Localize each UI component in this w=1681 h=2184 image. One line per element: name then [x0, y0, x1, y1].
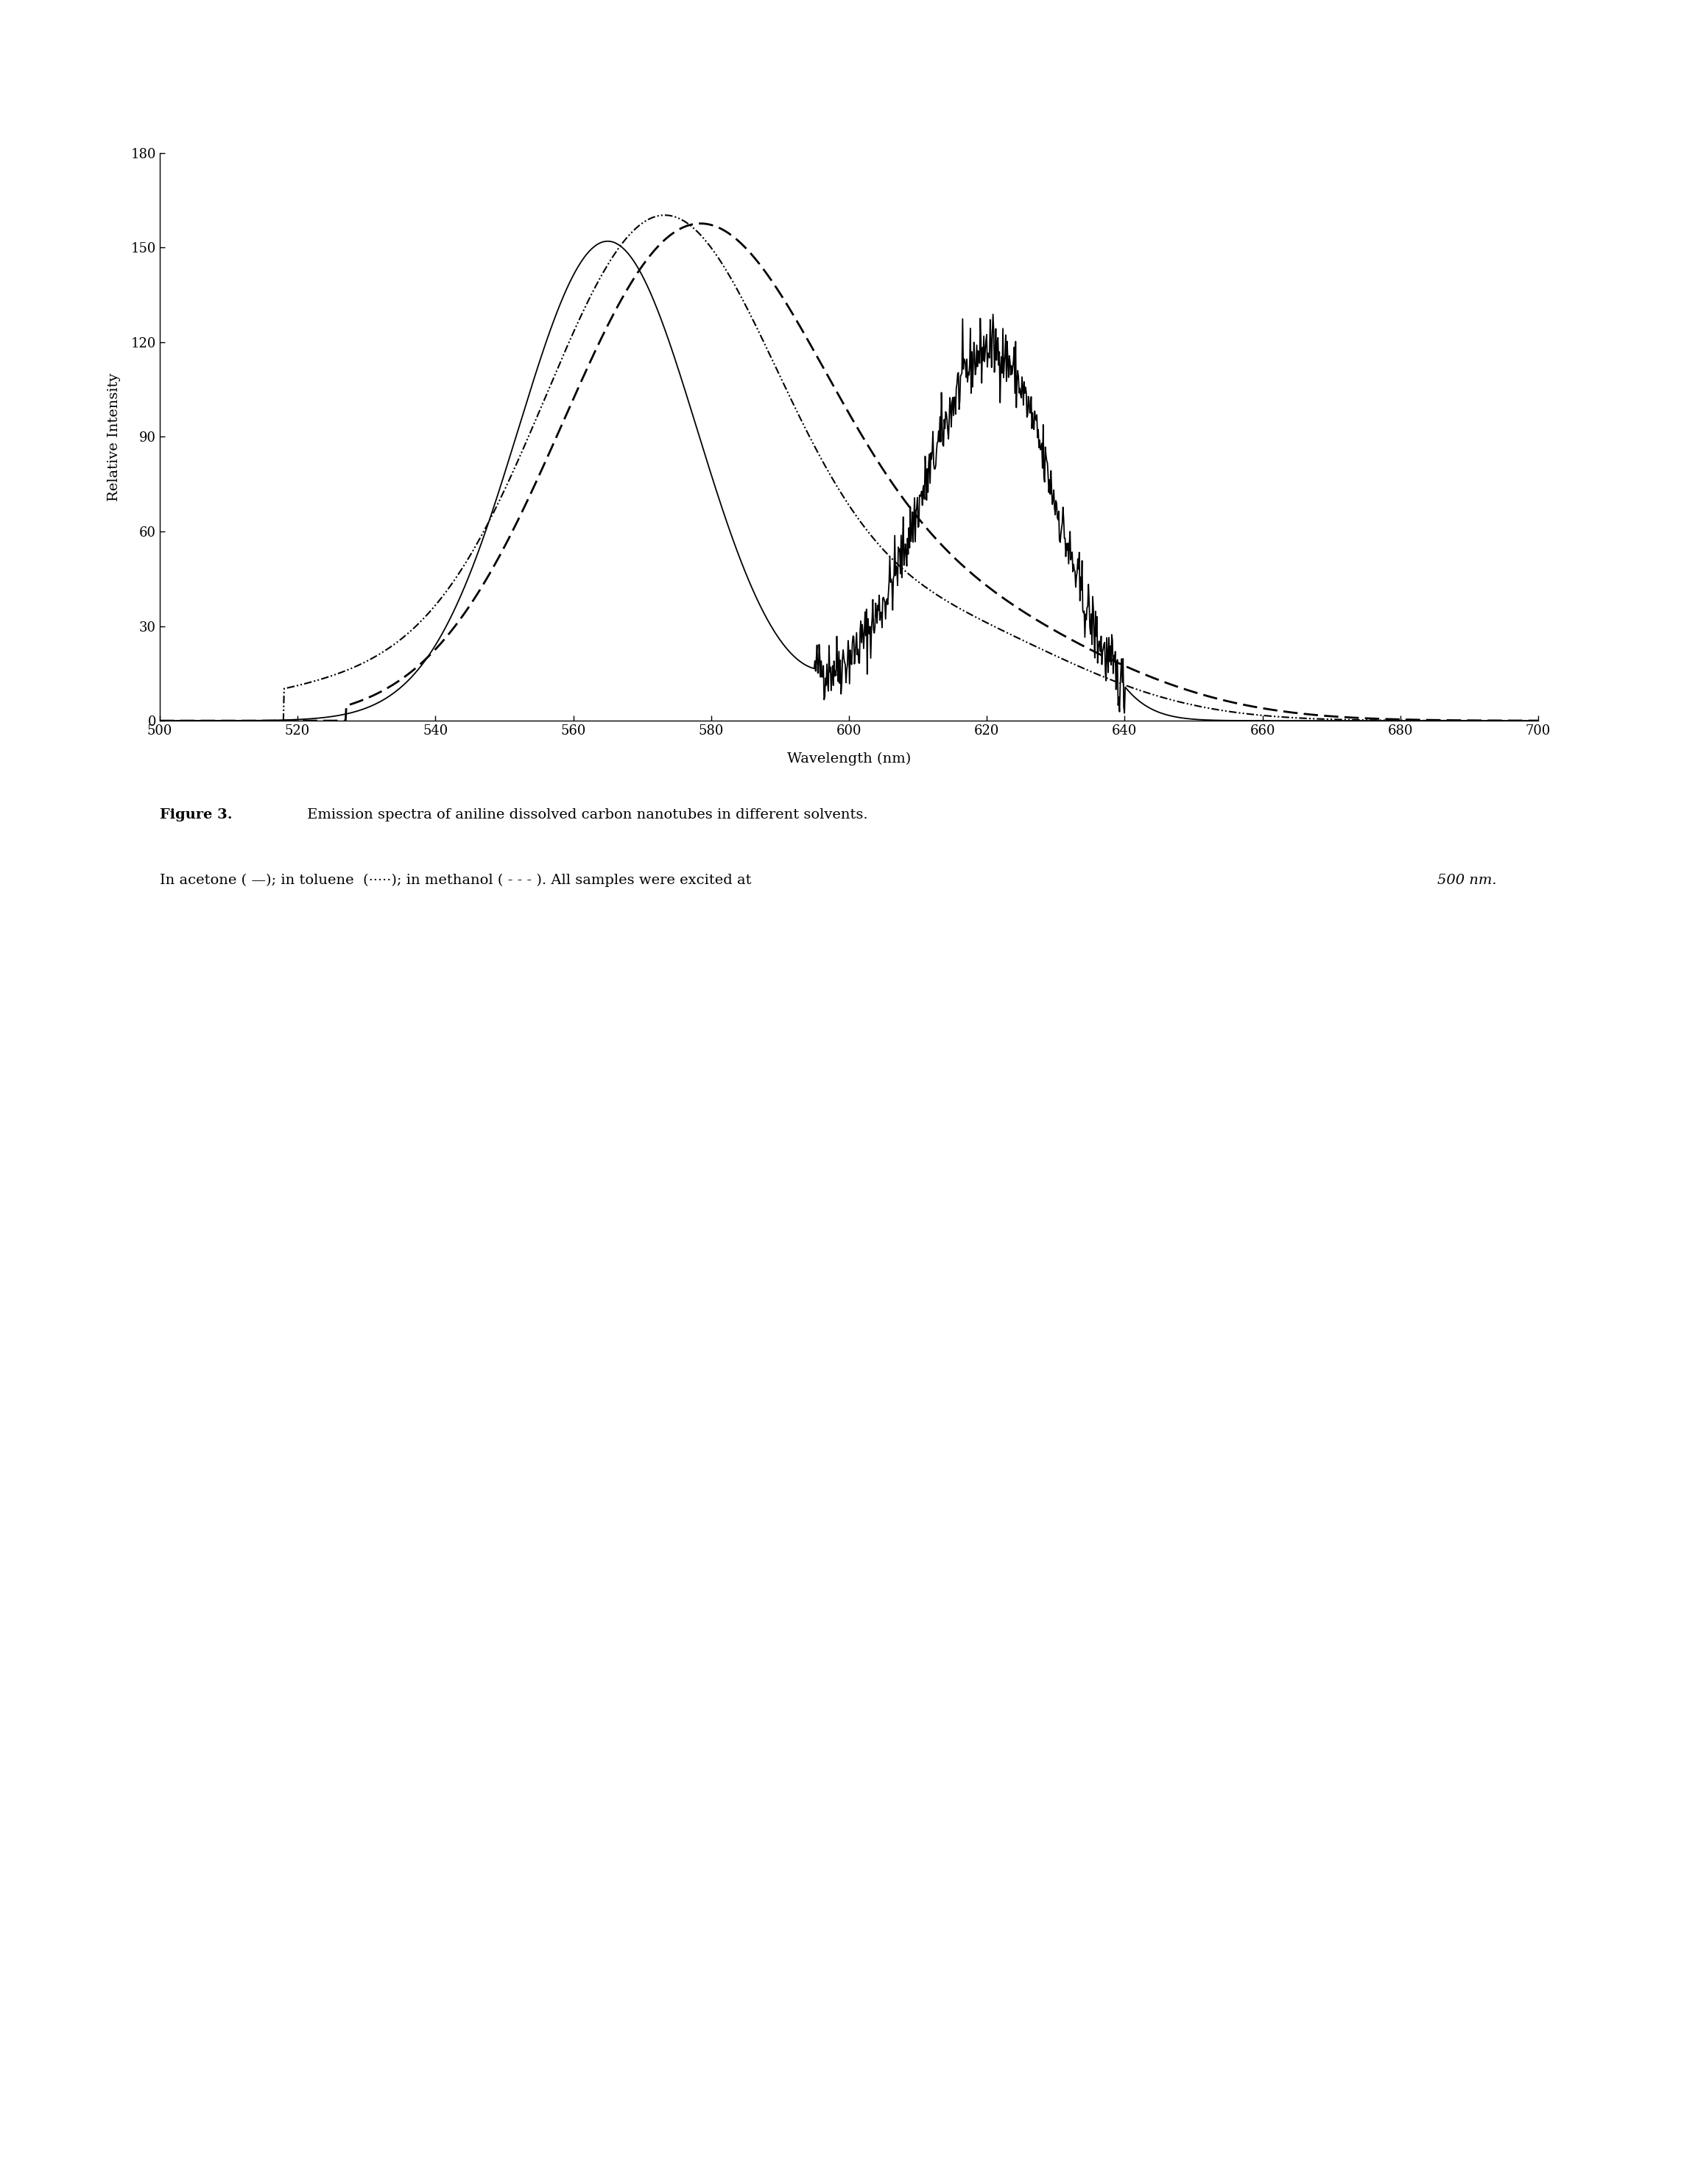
Text: Emission spectra of aniline dissolved carbon nanotubes in different solvents.: Emission spectra of aniline dissolved ca…: [303, 808, 867, 821]
Text: In acetone ( —); in toluene  (·····); in methanol ( - - - ). All samples were ex: In acetone ( —); in toluene (·····); in …: [160, 874, 756, 887]
Y-axis label: Relative Intensity: Relative Intensity: [108, 373, 121, 500]
X-axis label: Wavelength (nm): Wavelength (nm): [787, 751, 911, 764]
Text: 500 nm.: 500 nm.: [1437, 874, 1496, 887]
Text: Figure 3.: Figure 3.: [160, 808, 232, 821]
